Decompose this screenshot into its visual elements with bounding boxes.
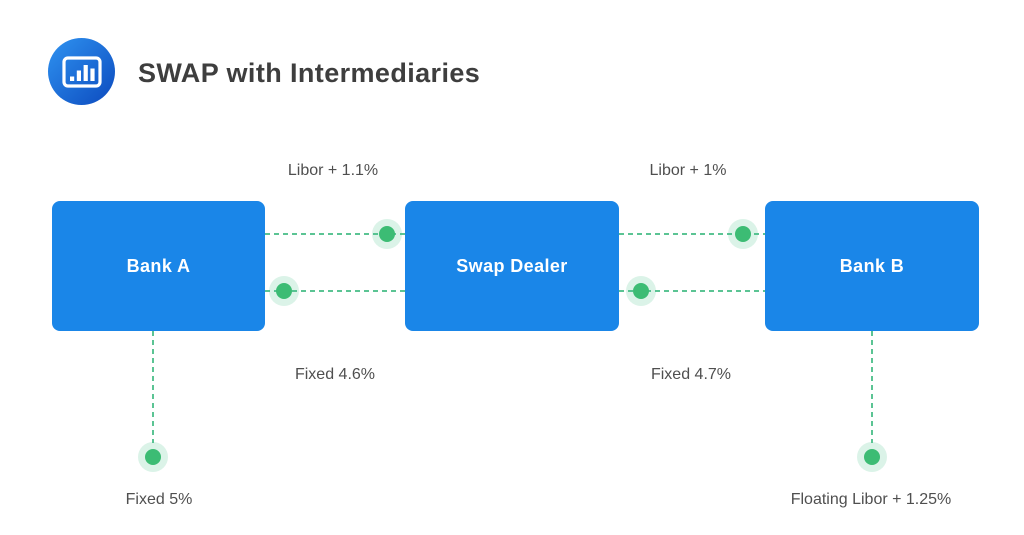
flow-label-fixed-4-6: Fixed 4.6% — [294, 366, 376, 383]
connector-bankA-dealer-top — [265, 233, 405, 235]
connector-dot-core — [379, 226, 395, 242]
connector-dot — [626, 276, 656, 306]
node-bank-b-label: Bank B — [839, 255, 905, 276]
flow-label-libor-1-1: Libor + 1.1% — [287, 162, 379, 179]
node-bank-b: Bank B — [765, 201, 979, 331]
bar-chart-icon — [61, 55, 102, 88]
connector-dot — [857, 442, 887, 472]
connector-dot-core — [633, 283, 649, 299]
flow-label-fixed-4-7: Fixed 4.7% — [650, 366, 732, 383]
connector-dot-core — [735, 226, 751, 242]
connector-dot — [728, 219, 758, 249]
connector-dot-core — [864, 449, 880, 465]
connector-dot — [138, 442, 168, 472]
flow-label-floating-libor: Floating Libor + 1.25% — [790, 491, 952, 508]
connector-dot — [372, 219, 402, 249]
page-title: SWAP with Intermediaries — [138, 58, 481, 88]
flow-label-libor-1: Libor + 1% — [649, 162, 727, 179]
node-swap-dealer-label: Swap Dealer — [456, 255, 568, 276]
connector-dot — [269, 276, 299, 306]
connector-bankA-external — [152, 331, 154, 443]
node-bank-a: Bank A — [52, 201, 265, 331]
connector-bankA-dealer-bottom — [265, 290, 405, 292]
node-swap-dealer: Swap Dealer — [405, 201, 619, 331]
connector-bankB-external — [871, 331, 873, 443]
connector-dealer-bankB-bottom — [619, 290, 765, 292]
connector-dot-core — [145, 449, 161, 465]
flow-label-fixed-5: Fixed 5% — [125, 491, 193, 508]
connector-dealer-bankB-top — [619, 233, 765, 235]
logo-badge — [48, 38, 115, 105]
node-bank-a-label: Bank A — [126, 255, 191, 276]
connector-dot-core — [276, 283, 292, 299]
